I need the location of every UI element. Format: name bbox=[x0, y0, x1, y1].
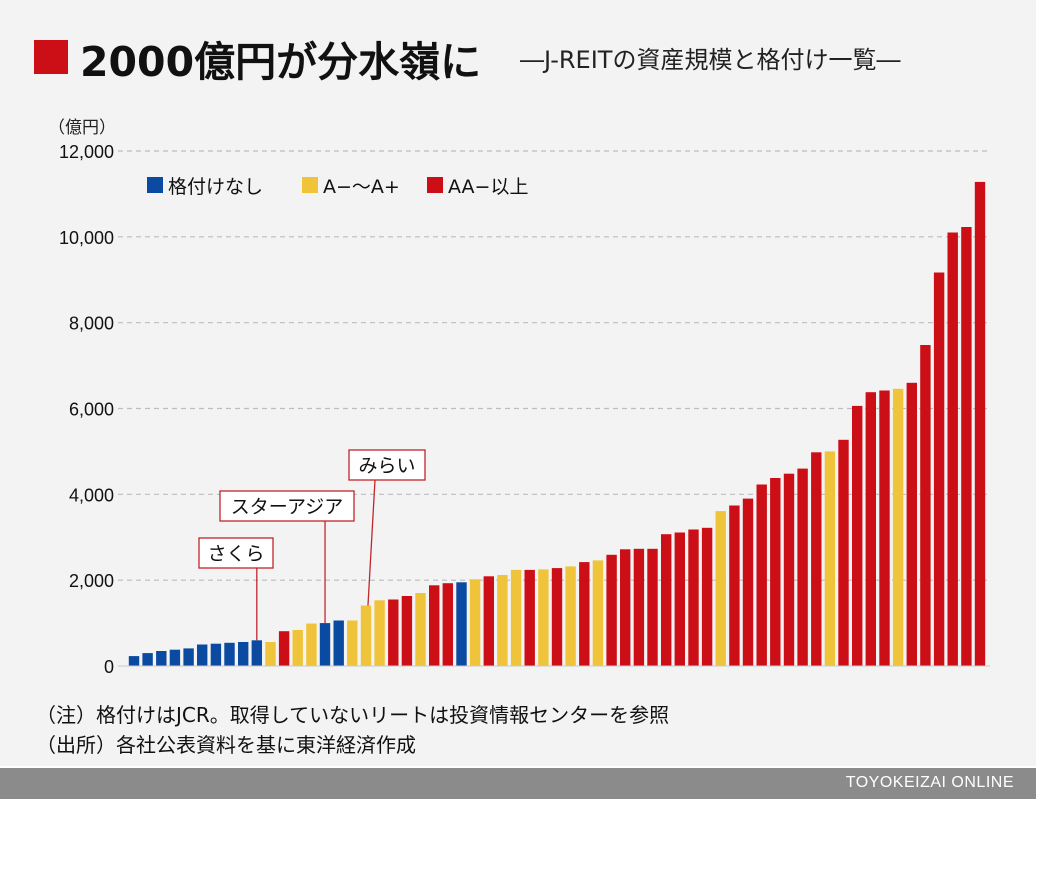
bar bbox=[592, 560, 604, 666]
bar bbox=[824, 451, 836, 666]
note-data-source: （出所）各社公表資料を基に東洋経済作成 bbox=[36, 733, 416, 757]
notes: （注）格付けはJCR。取得していないリートは投資情報センターを参照 （出所）各社… bbox=[36, 700, 669, 760]
bar bbox=[620, 549, 631, 666]
bar bbox=[579, 562, 590, 666]
bar bbox=[183, 648, 194, 666]
chart-title: 2000億円が分水嶺に bbox=[80, 38, 482, 86]
bar bbox=[524, 569, 535, 666]
bar bbox=[920, 345, 931, 666]
bar bbox=[388, 599, 399, 666]
legend-swatch-icon bbox=[302, 177, 318, 193]
y-tick-label: 8,000 bbox=[69, 314, 114, 334]
bar bbox=[469, 579, 481, 666]
y-axis-unit-label: （億円） bbox=[48, 118, 116, 138]
brand-logo: TOYOKEIZAI ONLINE bbox=[845, 774, 1014, 791]
bar bbox=[742, 498, 754, 666]
bar bbox=[292, 630, 303, 666]
y-tick-label: 10,000 bbox=[59, 228, 114, 248]
bar bbox=[319, 623, 331, 666]
bar bbox=[770, 478, 781, 666]
callout-box bbox=[219, 490, 355, 522]
bar bbox=[661, 534, 672, 666]
bar bbox=[238, 642, 249, 666]
callout-pointer bbox=[367, 479, 376, 606]
bar bbox=[715, 511, 726, 666]
bar bbox=[142, 653, 153, 666]
bar bbox=[865, 392, 876, 666]
callout-box bbox=[348, 449, 426, 481]
bar bbox=[974, 181, 986, 666]
bar bbox=[538, 569, 549, 666]
y-axis-ticks: 0 2,000 4,000 6,000 8,000 10,000 12,000 bbox=[59, 142, 114, 677]
callout-label: スターアジア bbox=[231, 496, 343, 518]
bar bbox=[688, 529, 699, 666]
bar bbox=[783, 473, 795, 666]
bar bbox=[674, 532, 685, 666]
bar-chart: （億円） 0 2,000 4,000 6,000 8,000 10,000 12,000 格… bbox=[48, 118, 990, 677]
bar bbox=[497, 575, 508, 666]
y-tick-label: 12,000 bbox=[59, 142, 114, 162]
legend-label: AA−以上 bbox=[448, 176, 528, 198]
y-tick-label: 2,000 bbox=[69, 571, 114, 591]
bar bbox=[551, 568, 563, 666]
bar bbox=[701, 527, 713, 666]
bar bbox=[442, 583, 453, 666]
bar bbox=[333, 620, 344, 666]
bar bbox=[510, 569, 522, 666]
legend-swatch-icon bbox=[427, 177, 443, 193]
chart-subtitle: ―J-REITの資産規模と格付け一覧― bbox=[520, 46, 901, 74]
bar bbox=[729, 505, 740, 666]
bar bbox=[278, 631, 290, 666]
bar bbox=[892, 388, 904, 666]
bar bbox=[156, 651, 167, 666]
legend-label: A−〜A+ bbox=[323, 176, 400, 198]
bar bbox=[852, 405, 863, 666]
bar bbox=[961, 227, 972, 666]
bar bbox=[947, 232, 958, 666]
legend-label: 格付けなし bbox=[168, 176, 263, 198]
callout-label: さくら bbox=[207, 543, 264, 565]
bar bbox=[797, 468, 808, 666]
bar bbox=[251, 640, 262, 667]
bar bbox=[224, 642, 235, 666]
callout-box bbox=[198, 537, 274, 569]
bar bbox=[415, 593, 426, 666]
bar bbox=[933, 272, 945, 666]
callout-label: みらい bbox=[358, 455, 415, 477]
bar bbox=[265, 642, 276, 666]
y-tick-label: 4,000 bbox=[69, 485, 114, 505]
bar bbox=[306, 623, 317, 666]
bar bbox=[360, 605, 372, 666]
bar bbox=[401, 596, 413, 666]
bar bbox=[838, 439, 849, 666]
bar bbox=[647, 548, 658, 666]
bar bbox=[374, 600, 385, 666]
bar bbox=[169, 649, 181, 666]
bar bbox=[197, 644, 208, 666]
bar bbox=[128, 656, 140, 666]
bar bbox=[483, 576, 494, 666]
legend: 格付けなし A−〜A+ AA−以上 bbox=[147, 176, 528, 198]
y-tick-label: 6,000 bbox=[69, 400, 114, 420]
bar bbox=[347, 620, 358, 666]
bar bbox=[565, 566, 576, 666]
bar bbox=[633, 548, 645, 666]
legend-swatch-icon bbox=[147, 177, 163, 193]
bar bbox=[811, 452, 822, 666]
bar bbox=[429, 585, 440, 666]
bar bbox=[906, 382, 917, 667]
bar bbox=[879, 390, 890, 666]
bar bbox=[210, 643, 222, 666]
title-square-icon bbox=[34, 40, 68, 74]
y-tick-label: 0 bbox=[104, 657, 114, 677]
bar bbox=[456, 582, 467, 666]
footer-bar: TOYOKEIZAI ONLINE bbox=[0, 768, 1036, 799]
bar bbox=[756, 484, 767, 666]
bars bbox=[128, 181, 986, 667]
note-rating-source: （注）格付けはJCR。取得していないリートは投資情報センターを参照 bbox=[36, 703, 670, 727]
bar bbox=[606, 554, 617, 666]
